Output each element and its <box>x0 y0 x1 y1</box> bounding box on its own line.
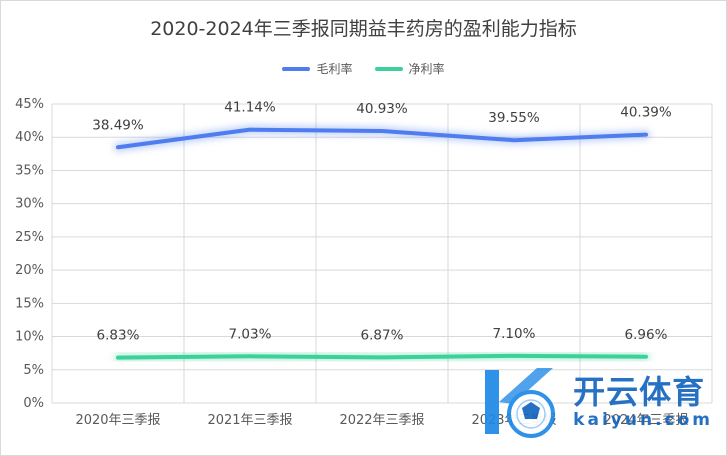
data-point <box>248 128 252 132</box>
watermark-text-en: kaiyun.com <box>573 409 713 430</box>
data-label: 7.10% <box>493 326 536 342</box>
data-label: 6.96% <box>625 327 668 343</box>
legend-item-net-margin: 净利率 <box>374 60 445 77</box>
data-label: 41.14% <box>224 100 276 116</box>
legend-label-net-margin: 净利率 <box>408 62 445 76</box>
y-tick-label: 10% <box>15 330 44 345</box>
y-tick-label: 45% <box>15 97 44 112</box>
data-label: 40.93% <box>356 101 408 117</box>
data-label: 39.55% <box>488 110 540 126</box>
data-label: 7.03% <box>229 326 272 342</box>
data-label: 38.49% <box>92 117 144 133</box>
x-tick-label: 2020年三季报 <box>75 413 160 428</box>
data-point <box>380 129 384 133</box>
watermark-text-cn: 开云体育 <box>573 372 706 411</box>
y-tick-label: 40% <box>15 130 44 145</box>
data-label: 40.39% <box>620 105 672 121</box>
x-tick-label: 2022年三季报 <box>339 413 424 428</box>
data-point <box>116 356 120 360</box>
chart-legend: 毛利率 净利率 <box>0 60 727 77</box>
data-point <box>248 354 252 358</box>
x-tick-label: 2021年三季报 <box>207 413 292 428</box>
y-tick-label: 30% <box>15 197 44 212</box>
y-tick-label: 15% <box>15 296 44 311</box>
x-tick-label: 2024年三季报 <box>603 413 688 428</box>
data-point <box>644 133 648 137</box>
y-tick-label: 0% <box>23 396 44 411</box>
kaiyun-watermark: 开云体育 kaiyun.com <box>475 362 713 442</box>
data-point <box>644 355 648 359</box>
data-point <box>116 145 120 149</box>
data-point <box>512 354 516 358</box>
y-tick-label: 5% <box>23 363 44 378</box>
data-label: 6.87% <box>361 327 404 343</box>
y-tick-label: 20% <box>15 263 44 278</box>
chart-title: 2020-2024年三季报同期益丰药房的盈利能力指标 <box>150 18 577 40</box>
legend-label-gross-margin: 毛利率 <box>316 62 353 76</box>
legend-swatch-net-margin <box>374 66 403 71</box>
y-tick-label: 25% <box>15 230 44 245</box>
kaiyun-logo-icon <box>475 362 565 442</box>
data-label: 6.83% <box>97 328 140 344</box>
y-tick-label: 35% <box>15 163 44 178</box>
data-point <box>380 355 384 359</box>
data-point <box>512 138 516 142</box>
legend-item-gross-margin: 毛利率 <box>282 60 353 77</box>
legend-swatch-gross-margin <box>282 66 311 71</box>
